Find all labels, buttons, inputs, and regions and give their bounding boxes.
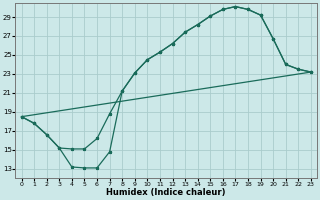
X-axis label: Humidex (Indice chaleur): Humidex (Indice chaleur) [107,188,226,197]
